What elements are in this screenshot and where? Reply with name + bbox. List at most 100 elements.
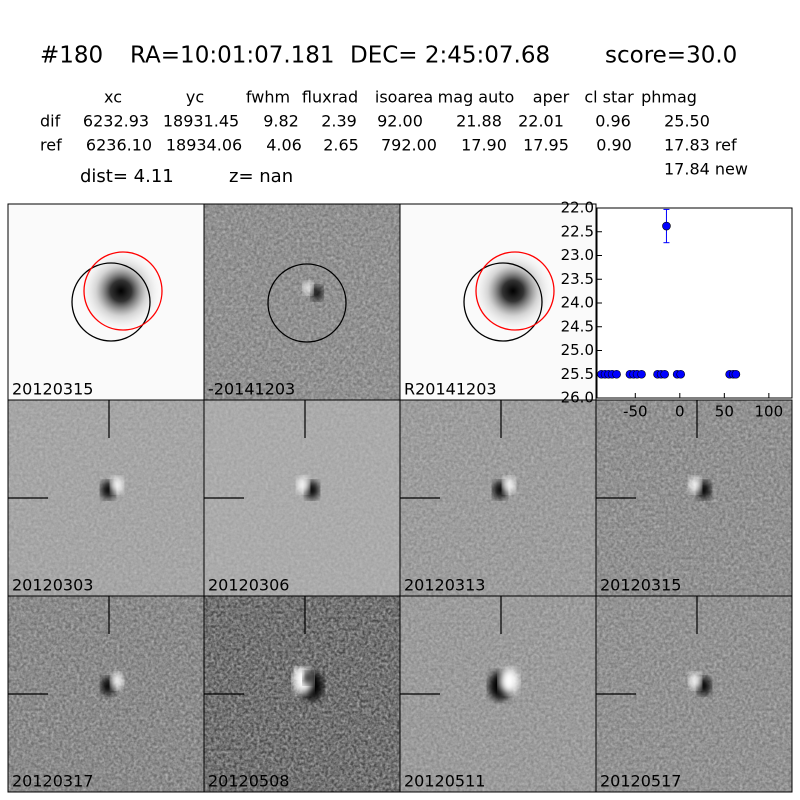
table-cell: 22.01 (518, 112, 564, 131)
dipole-bright (499, 668, 519, 694)
aperture-red (83, 251, 163, 331)
y-tick-label: 25.5 (561, 365, 594, 383)
table-cell: 17.83 ref (664, 136, 737, 155)
table-cell: 17.90 (461, 136, 507, 155)
point (660, 369, 669, 379)
x-tick-label: 0 (675, 403, 685, 421)
dipole-bright (303, 281, 313, 295)
dipole-dark (311, 285, 323, 301)
panel-label: -20141203 (208, 380, 295, 399)
plot-area (596, 207, 793, 399)
column-header: mag auto (438, 88, 515, 107)
dipole-bright (111, 673, 123, 689)
table-cell: 6232.93 (83, 112, 149, 131)
dipole-dark (303, 671, 313, 685)
table-cell: 6236.10 (86, 136, 152, 155)
point (676, 369, 685, 379)
row-label: dif (40, 112, 61, 131)
y-tick-label: 26.0 (561, 389, 594, 407)
lightcurve: 22.0 22.5 23.0 23.5 24.0 24.5 25.0 25.5 26.0 -50 0… (561, 199, 793, 421)
panels: 20120315 -20141203 R20141203 20120303 201203… (7, 203, 793, 793)
image-panel: 20120517 (595, 595, 793, 793)
dipole-bright (294, 667, 304, 679)
column-header: fwhm (246, 88, 290, 107)
x-tick-label: 100 (755, 403, 784, 421)
x-tick-label: 50 (715, 403, 734, 421)
y-tick-label: 25.0 (561, 341, 594, 359)
table-cell: 17.95 (523, 136, 569, 155)
table-cell: 9.82 (263, 112, 299, 131)
y-tick-label: 23.5 (561, 270, 594, 288)
panel-frame (595, 595, 793, 793)
column-header: phmag (641, 88, 697, 107)
table-cell: 2.39 (321, 112, 357, 131)
table-cell: 0.96 (595, 112, 631, 131)
panel-noise (204, 204, 400, 400)
phmag-new: 17.84 new (664, 160, 748, 179)
aperture-black (463, 262, 543, 342)
source (471, 249, 555, 333)
y-tick-label: 24.0 (561, 294, 594, 312)
y-tick-label: 23.0 (561, 246, 594, 264)
candidate-id: #180 (40, 43, 103, 69)
image-panel: 20120315 (7, 203, 205, 401)
panel-label: 20120303 (12, 576, 93, 595)
column-header: fluxrad (302, 88, 358, 107)
y-tick-label: 22.5 (561, 222, 594, 240)
y-tick-label: 24.5 (561, 317, 594, 335)
table-cell: 92.00 (377, 112, 423, 131)
redshift: z= nan (229, 166, 293, 187)
aperture-red (475, 251, 555, 331)
panel-label: 20120313 (404, 576, 485, 595)
dipole-bright (689, 673, 701, 689)
image-panel: 20120303 (7, 399, 205, 597)
point (637, 369, 646, 379)
panel-label: 20120315 (12, 380, 93, 399)
table-cell: 21.88 (456, 112, 502, 131)
column-header: cl star (584, 88, 634, 107)
aperture-black (71, 262, 151, 342)
image-panel: R20141203 (399, 203, 597, 401)
table-cell: 0.90 (596, 136, 632, 155)
panel-label: 20120517 (600, 772, 681, 791)
dipole-bright (503, 477, 515, 493)
panel-label: 20120508 (208, 772, 289, 791)
image-panel: 20120511 (399, 595, 597, 793)
image-panel: -20141203 (203, 203, 401, 401)
table-cell: 792.00 (381, 136, 437, 155)
score: score=30.0 (605, 43, 737, 69)
table-cell: 18931.45 (163, 112, 239, 131)
dec: DEC= 2:45:07.68 (350, 43, 550, 69)
aperture-black (267, 263, 347, 343)
column-header: xc (104, 88, 122, 107)
column-header: isoarea (375, 88, 433, 107)
column-header: aper (533, 88, 570, 107)
panel-label: 20120315 (600, 576, 681, 595)
table-cell: 18934.06 (166, 136, 242, 155)
image-panel: 20120306 (203, 399, 401, 597)
point (612, 369, 621, 379)
source (79, 249, 163, 333)
image-panel: 20120317 (7, 595, 205, 793)
dipole-bright (111, 477, 123, 493)
point (731, 369, 741, 379)
y-tick-label: 22.0 (561, 199, 594, 217)
panel-label: 20120511 (404, 772, 485, 791)
dist: dist= 4.11 (80, 166, 174, 187)
dipole-bright (297, 477, 309, 493)
panel-label: R20141203 (404, 380, 497, 399)
column-header: yc (186, 88, 204, 107)
table-cell: 4.06 (266, 136, 302, 155)
dipole-bright (689, 477, 701, 493)
panel-label: 20120306 (208, 576, 289, 595)
x-tick-label: -50 (623, 403, 648, 421)
table-cell: 25.50 (664, 112, 710, 131)
table-cell: 2.65 (323, 136, 359, 155)
point (662, 221, 671, 231)
image-panel: 20120508 (203, 595, 401, 793)
image-panel: 20120315 (595, 399, 793, 597)
row-label: ref (40, 136, 62, 155)
ra: RA=10:01:07.181 (130, 43, 335, 69)
panel-label: 20120317 (12, 772, 93, 791)
